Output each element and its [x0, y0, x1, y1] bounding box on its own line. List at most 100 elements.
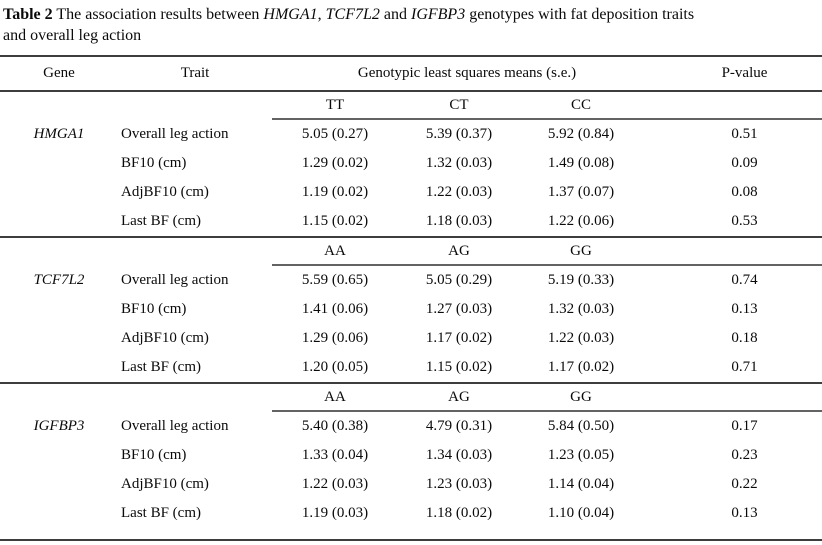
- table-row: TCF7L2 Overall leg action 5.59 (0.65) 5.…: [0, 265, 822, 295]
- table-row: Last BF (cm) 1.19 (0.03) 1.18 (0.02) 1.1…: [0, 499, 822, 528]
- pvalue-cell: 0.09: [731, 155, 758, 171]
- trait-cell: Last BF (cm): [121, 213, 201, 229]
- title-line2: and overall leg action: [3, 27, 142, 44]
- value-cell: 1.18 (0.03): [425, 213, 493, 229]
- trait-cell: BF10 (cm): [121, 155, 187, 171]
- value-cell: 1.23 (0.05): [547, 447, 615, 463]
- value-cell: 5.92 (0.84): [547, 126, 615, 142]
- value-cell: 1.29 (0.02): [301, 155, 369, 171]
- gene-cell: HMGA1: [33, 125, 85, 142]
- genotype-header-row: AA AG GG: [0, 236, 822, 266]
- empty-cell: [0, 295, 118, 324]
- trait-cell: AdjBF10 (cm): [121, 330, 209, 346]
- value-cell: 1.22 (0.03): [425, 184, 493, 200]
- empty-cell: [0, 470, 118, 499]
- association-results-table: Gene Trait Genotypic least squares means…: [0, 55, 822, 541]
- gene-cell: IGFBP3: [33, 417, 85, 434]
- trait-cell: BF10 (cm): [121, 447, 187, 463]
- trait-cell: Overall leg action: [121, 125, 229, 142]
- value-cell: 1.18 (0.02): [425, 505, 493, 521]
- genotype-header-row: TT CT CC: [0, 91, 822, 120]
- title-tail: genotypes with fat deposition traits: [465, 6, 695, 23]
- genotype-header: GG: [520, 382, 642, 412]
- empty-cell: [0, 178, 118, 207]
- column-header-genotypic-means: Genotypic least squares means (s.e.): [272, 55, 642, 92]
- empty-cell: [0, 91, 118, 119]
- trait-cell: AdjBF10 (cm): [121, 476, 209, 492]
- value-cell: 1.15 (0.02): [301, 213, 369, 229]
- genotype-header: CC: [520, 91, 642, 120]
- table-row: BF10 (cm) 1.33 (0.04) 1.34 (0.03) 1.23 (…: [0, 441, 822, 470]
- pvalue-cell: 0.13: [731, 505, 758, 521]
- value-cell: 1.33 (0.04): [301, 447, 369, 463]
- value-cell: 5.05 (0.29): [425, 272, 493, 288]
- genotype-header: GG: [520, 236, 642, 266]
- value-cell: 1.17 (0.02): [547, 359, 615, 375]
- title-conjunction: and: [379, 6, 411, 23]
- gene-name-hmga1: HMGA1: [263, 6, 318, 23]
- gene-name-igfbp3: IGFBP3: [411, 6, 466, 23]
- genotype-header: AG: [398, 236, 520, 266]
- empty-cell: [642, 236, 822, 266]
- table-row: BF10 (cm) 1.29 (0.02) 1.32 (0.03) 1.49 (…: [0, 149, 822, 178]
- value-cell: 1.10 (0.04): [547, 505, 615, 521]
- gene-name-tcf7l2: TCF7L2: [325, 6, 380, 23]
- empty-cell: [0, 382, 118, 411]
- empty-cell: [0, 324, 118, 353]
- value-cell: 5.19 (0.33): [547, 272, 615, 288]
- value-cell: 1.20 (0.05): [301, 359, 369, 375]
- table-header-row: Gene Trait Genotypic least squares means…: [0, 55, 822, 92]
- table-row: AdjBF10 (cm) 1.29 (0.06) 1.17 (0.02) 1.2…: [0, 324, 822, 353]
- value-cell: 5.05 (0.27): [301, 126, 369, 142]
- empty-cell: [118, 382, 272, 411]
- value-cell: 1.14 (0.04): [547, 476, 615, 492]
- value-cell: 5.84 (0.50): [547, 418, 615, 434]
- table-title: Table 2 The association results between …: [0, 0, 822, 55]
- pvalue-cell: 0.51: [731, 126, 758, 142]
- empty-cell: [642, 91, 822, 120]
- empty-cell: [0, 441, 118, 470]
- value-cell: 1.17 (0.02): [425, 330, 493, 346]
- pvalue-cell: 0.53: [731, 213, 758, 229]
- value-cell: 1.19 (0.02): [301, 184, 369, 200]
- table-bottom-rule: [0, 528, 822, 541]
- table-row: HMGA1 Overall leg action 5.05 (0.27) 5.3…: [0, 119, 822, 149]
- genotype-header: TT: [272, 91, 398, 120]
- value-cell: 1.34 (0.03): [425, 447, 493, 463]
- empty-cell: [642, 382, 822, 412]
- value-cell: 1.37 (0.07): [547, 184, 615, 200]
- table-row: Last BF (cm) 1.20 (0.05) 1.15 (0.02) 1.1…: [0, 353, 822, 383]
- genotype-header: CT: [398, 91, 520, 120]
- table-row: AdjBF10 (cm) 1.19 (0.02) 1.22 (0.03) 1.3…: [0, 178, 822, 207]
- trait-cell: Last BF (cm): [121, 505, 201, 521]
- table-row: AdjBF10 (cm) 1.22 (0.03) 1.23 (0.03) 1.1…: [0, 470, 822, 499]
- genotype-header: AA: [272, 382, 398, 412]
- trait-cell: Last BF (cm): [121, 359, 201, 375]
- value-cell: 1.22 (0.06): [547, 213, 615, 229]
- pvalue-cell: 0.17: [731, 418, 758, 434]
- empty-cell: [0, 528, 822, 541]
- value-cell: 1.23 (0.03): [425, 476, 493, 492]
- pvalue-cell: 0.13: [731, 301, 758, 317]
- pvalue-cell: 0.22: [731, 476, 758, 492]
- trait-cell: Overall leg action: [121, 271, 229, 288]
- table-row: Last BF (cm) 1.15 (0.02) 1.18 (0.03) 1.2…: [0, 207, 822, 237]
- genotype-header: AA: [272, 236, 398, 266]
- table-number: Table 2: [3, 6, 53, 23]
- empty-cell: [0, 149, 118, 178]
- table-row: IGFBP3 Overall leg action 5.40 (0.38) 4.…: [0, 411, 822, 441]
- gene-cell: TCF7L2: [33, 271, 85, 288]
- trait-cell: Overall leg action: [121, 417, 229, 434]
- pvalue-cell: 0.18: [731, 330, 758, 346]
- value-cell: 1.29 (0.06): [301, 330, 369, 346]
- trait-cell: BF10 (cm): [121, 301, 187, 317]
- table-row: BF10 (cm) 1.41 (0.06) 1.27 (0.03) 1.32 (…: [0, 295, 822, 324]
- genotype-header: AG: [398, 382, 520, 412]
- value-cell: 1.32 (0.03): [425, 155, 493, 171]
- title-separator: ,: [317, 6, 326, 23]
- genotype-header-row: AA AG GG: [0, 382, 822, 412]
- empty-cell: [118, 236, 272, 265]
- empty-cell: [0, 499, 118, 528]
- title-text: The association results between: [52, 6, 264, 23]
